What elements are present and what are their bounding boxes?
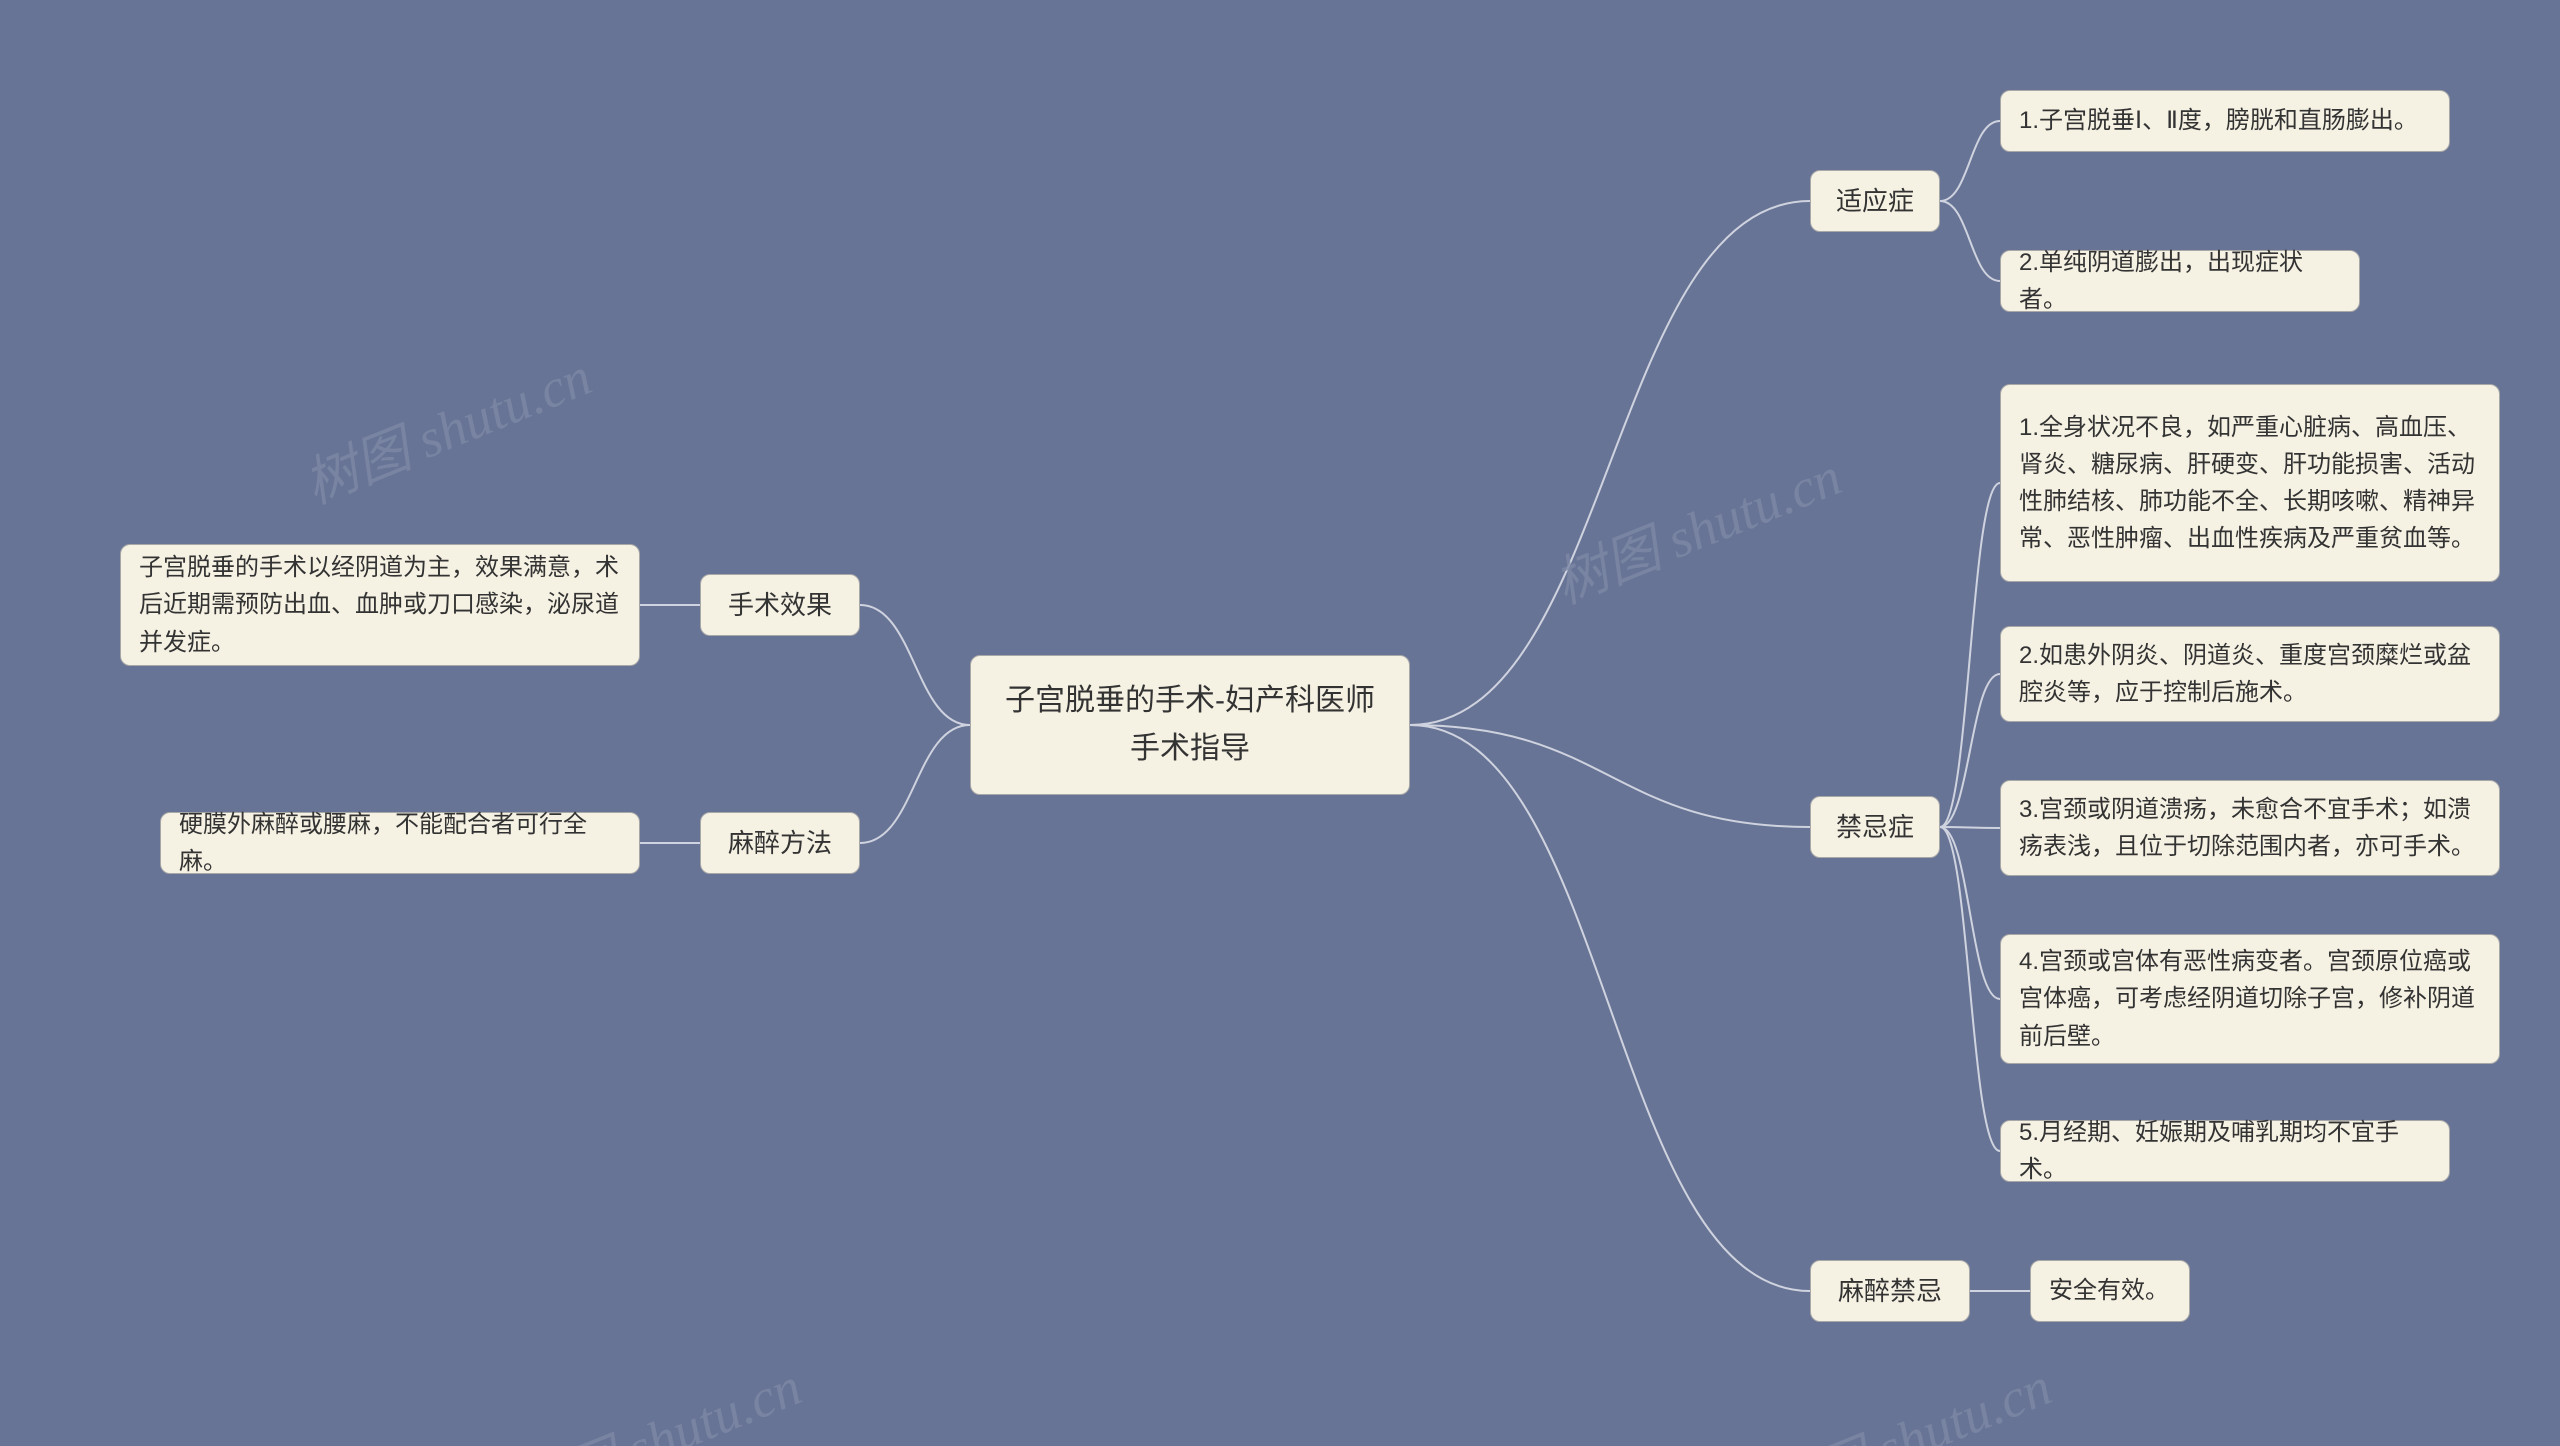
center-node[interactable]: 子宫脱垂的手术-妇产科医师手术指导 xyxy=(970,655,1410,795)
leaf-anesthesia-contra-1[interactable]: 安全有效。 xyxy=(2030,1260,2190,1322)
branch-label: 麻醉禁忌 xyxy=(1838,1271,1942,1311)
leaf-contra-1[interactable]: 1.全身状况不良，如严重心脏病、高血压、肾炎、糖尿病、肝硬变、肝功能损害、活动性… xyxy=(2000,384,2500,582)
leaf-text: 1.全身状况不良，如严重心脏病、高血压、肾炎、糖尿病、肝硬变、肝功能损害、活动性… xyxy=(2019,409,2481,558)
leaf-indications-1[interactable]: 1.子宫脱垂Ⅰ、Ⅱ度，膀胱和直肠膨出。 xyxy=(2000,90,2450,152)
leaf-indications-2[interactable]: 2.单纯阴道膨出，出现症状者。 xyxy=(2000,250,2360,312)
leaf-text: 5.月经期、妊娠期及哺乳期均不宜手术。 xyxy=(2019,1114,2431,1188)
leaf-text: 2.单纯阴道膨出，出现症状者。 xyxy=(2019,244,2341,318)
leaf-text: 1.子宫脱垂Ⅰ、Ⅱ度，膀胱和直肠膨出。 xyxy=(2019,102,2418,139)
leaf-text: 安全有效。 xyxy=(2049,1272,2169,1309)
branch-indications[interactable]: 适应症 xyxy=(1810,170,1940,232)
leaf-text: 子宫脱垂的手术以经阴道为主，效果满意，术后近期需预防出血、血肿或刀口感染，泌尿道… xyxy=(139,549,621,661)
branch-anesthesia-contra[interactable]: 麻醉禁忌 xyxy=(1810,1260,1970,1322)
leaf-text: 2.如患外阴炎、阴道炎、重度宫颈糜烂或盆腔炎等，应于控制后施术。 xyxy=(2019,637,2481,711)
leaf-anesthesia-method-1[interactable]: 硬膜外麻醉或腰麻，不能配合者可行全麻。 xyxy=(160,812,640,874)
leaf-contra-2[interactable]: 2.如患外阴炎、阴道炎、重度宫颈糜烂或盆腔炎等，应于控制后施术。 xyxy=(2000,626,2500,722)
leaf-text: 3.宫颈或阴道溃疡，未愈合不宜手术；如溃疡表浅，且位于切除范围内者，亦可手术。 xyxy=(2019,791,2481,865)
branch-anesthesia-method[interactable]: 麻醉方法 xyxy=(700,812,860,874)
leaf-contra-4[interactable]: 4.宫颈或宫体有恶性病变者。宫颈原位癌或宫体癌，可考虑经阴道切除子宫，修补阴道前… xyxy=(2000,934,2500,1064)
branch-label: 适应症 xyxy=(1836,181,1914,221)
leaf-contra-5[interactable]: 5.月经期、妊娠期及哺乳期均不宜手术。 xyxy=(2000,1120,2450,1182)
watermark: 树图 shutu.cn xyxy=(290,332,601,519)
leaf-surgery-effect-1[interactable]: 子宫脱垂的手术以经阴道为主，效果满意，术后近期需预防出血、血肿或刀口感染，泌尿道… xyxy=(120,544,640,666)
watermark: 树图 shutu.cn xyxy=(500,1342,811,1446)
branch-label: 麻醉方法 xyxy=(728,823,832,863)
branch-label: 禁忌症 xyxy=(1836,807,1914,847)
watermark: 树图 shutu.cn xyxy=(1540,432,1851,619)
leaf-text: 硬膜外麻醉或腰麻，不能配合者可行全麻。 xyxy=(179,806,621,880)
center-node-label: 子宫脱垂的手术-妇产科医师手术指导 xyxy=(997,677,1383,773)
leaf-text: 4.宫颈或宫体有恶性病变者。宫颈原位癌或宫体癌，可考虑经阴道切除子宫，修补阴道前… xyxy=(2019,943,2481,1055)
leaf-contra-3[interactable]: 3.宫颈或阴道溃疡，未愈合不宜手术；如溃疡表浅，且位于切除范围内者，亦可手术。 xyxy=(2000,780,2500,876)
branch-surgery-effect[interactable]: 手术效果 xyxy=(700,574,860,636)
branch-contraindications[interactable]: 禁忌症 xyxy=(1810,796,1940,858)
branch-label: 手术效果 xyxy=(728,585,832,625)
watermark: 树图 shutu.cn xyxy=(1750,1342,2061,1446)
